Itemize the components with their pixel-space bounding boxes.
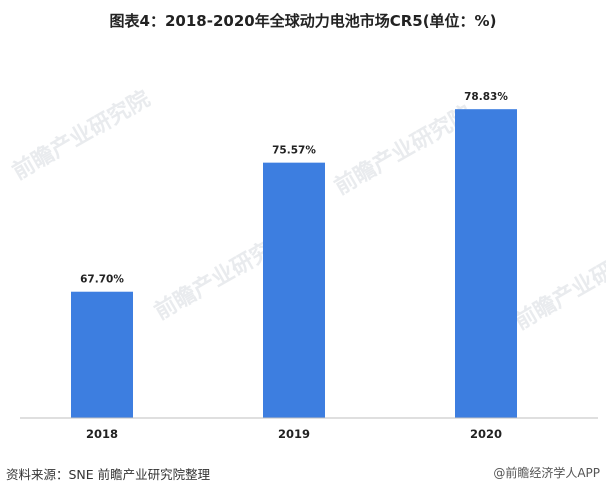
x-tick-2020: 2020 — [470, 427, 502, 441]
bar-2020 — [455, 109, 517, 419]
watermark-text: 前瞻产业研究院 — [330, 101, 476, 201]
x-tick-2019: 2019 — [278, 427, 310, 441]
data-label-2020: 78.83% — [464, 91, 508, 103]
watermark-text: 前瞻产业研究院 — [8, 86, 154, 186]
watermark-text: 前瞻产业研究院 — [510, 236, 606, 336]
data-label-2018: 67.70% — [80, 274, 124, 286]
data-label-2019: 75.57% — [272, 145, 316, 157]
bars-group — [71, 109, 517, 419]
source-note: 资料来源：SNE 前瞻产业研究院整理 — [6, 467, 211, 482]
chart-title: 图表4：2018-2020年全球动力电池市场CR5(单位：%) — [109, 12, 497, 30]
bar-2019 — [263, 162, 325, 418]
x-tick-labels: 2018 2019 2020 — [86, 427, 502, 441]
credit-label: @前瞻经济学人APP — [493, 466, 600, 480]
data-labels: 67.70% 75.57% 78.83% — [80, 91, 508, 286]
bar-2018 — [71, 291, 133, 418]
x-tick-2018: 2018 — [86, 427, 118, 441]
